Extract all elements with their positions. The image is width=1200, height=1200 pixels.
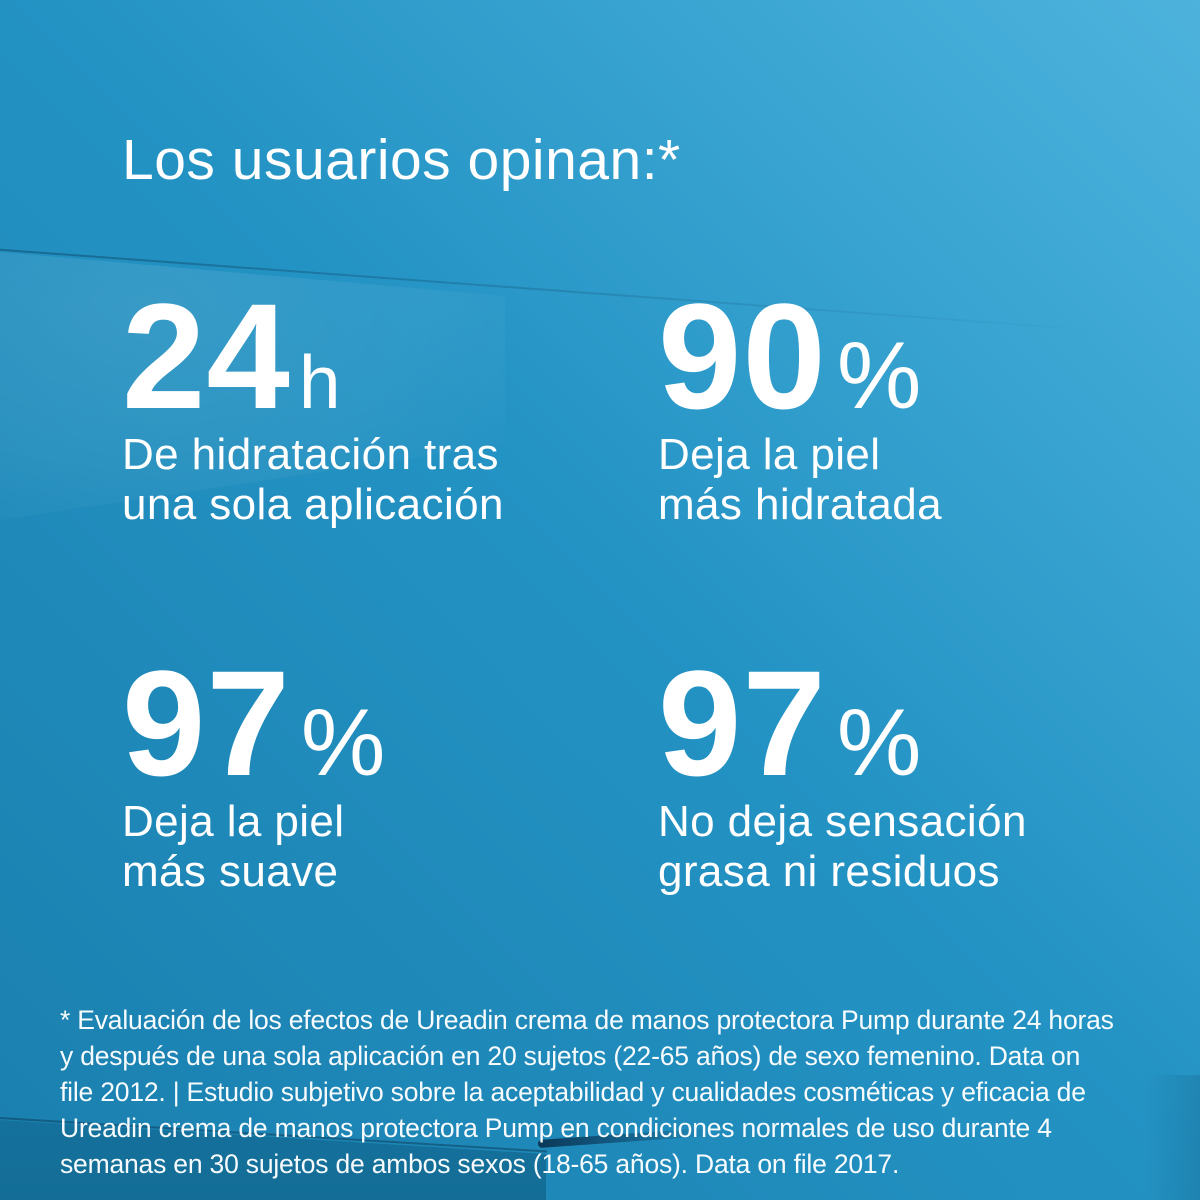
stat-90pct-value: 90 (658, 272, 827, 440)
stat-97pct-suave-value: 97 (122, 639, 291, 807)
stat-97pct-suave-number: 97% (122, 648, 602, 798)
stat-90pct: 90% Deja la piel más hidratada (658, 281, 1138, 529)
stat-97pct-residuos-unit: % (836, 690, 922, 796)
footnote-disclaimer: * Evaluación de los efectos de Ureadin c… (60, 1005, 1114, 1179)
background-bottom-right-shade (1145, 1075, 1200, 1200)
stat-24h-number: 24 h (122, 281, 602, 431)
stat-97pct-residuos: 97% No deja sensación grasa ni residuos (658, 648, 1138, 896)
stat-90pct-number: 90% (658, 281, 1138, 431)
stat-97pct-suave-label: Deja la piel más suave (122, 797, 345, 896)
stat-24h-label: De hidratación tras una sola aplicación (122, 430, 504, 529)
stat-90pct-unit: % (836, 323, 922, 429)
stat-97pct-residuos-value: 97 (658, 639, 827, 807)
page-title: Los usuarios opinan:* (122, 128, 681, 192)
stat-24h-unit: h (298, 340, 341, 424)
stat-97pct-residuos-number: 97% (658, 648, 1138, 798)
stat-24h: 24 h De hidratación tras una sola aplicac… (122, 281, 602, 529)
stat-90pct-label: Deja la piel más hidratada (658, 430, 943, 529)
stat-97pct-suave-unit: % (300, 690, 386, 796)
stat-24h-value: 24 (122, 272, 291, 440)
stat-97pct-residuos-label: No deja sensación grasa ni residuos (658, 797, 1027, 896)
stat-97pct-suave: 97% Deja la piel más suave (122, 648, 602, 896)
